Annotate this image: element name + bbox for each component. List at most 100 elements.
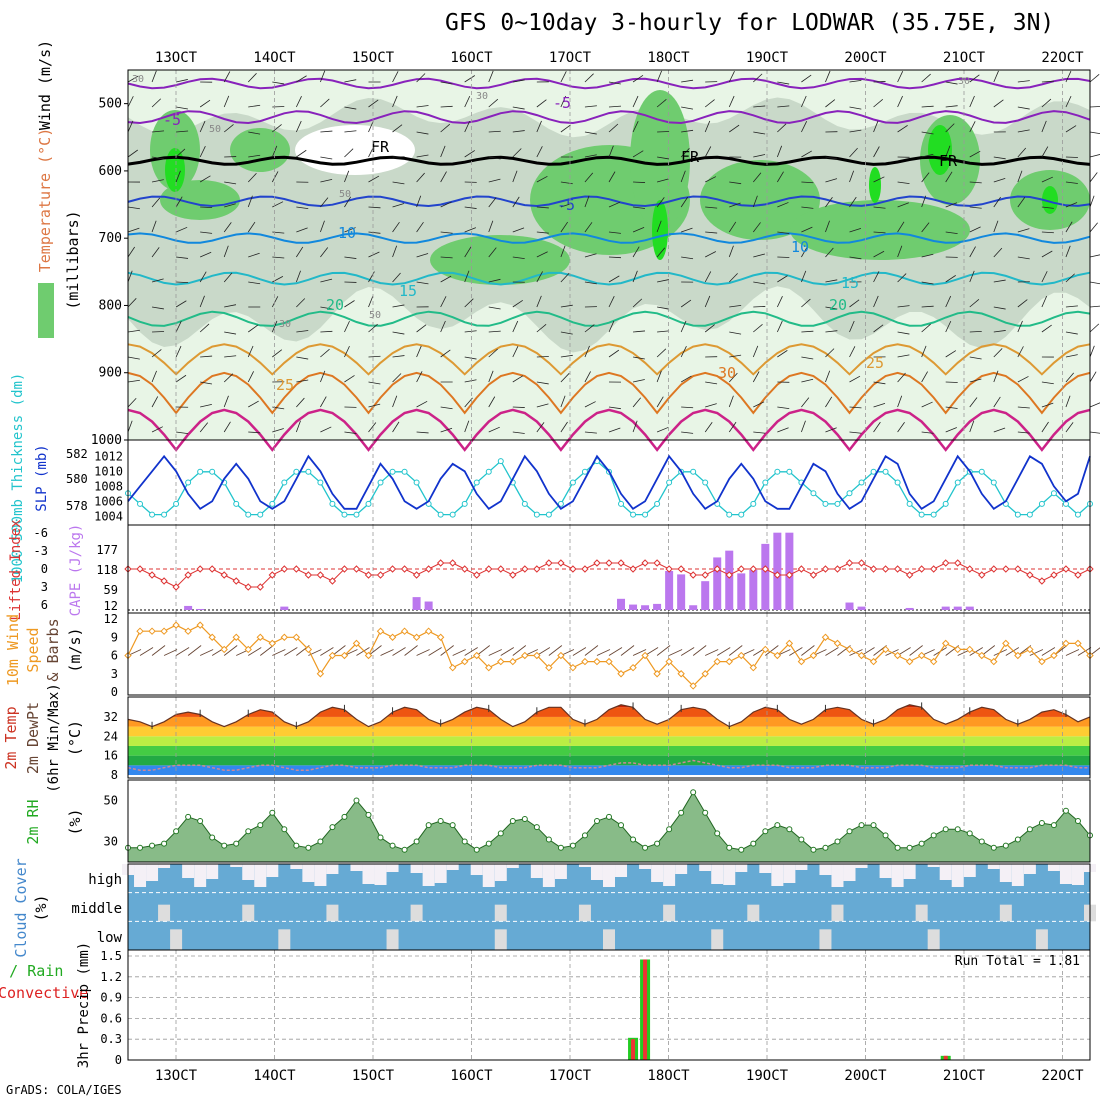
cloud-clear-high bbox=[206, 864, 219, 879]
thickness-point bbox=[1074, 511, 1081, 518]
wind-barb bbox=[440, 171, 447, 183]
x-tick-top: 15OCT bbox=[352, 50, 395, 66]
isotherm-label: 25 bbox=[276, 376, 294, 394]
wind-speed-point bbox=[340, 651, 349, 660]
wind-barb bbox=[296, 227, 308, 233]
wind-barb bbox=[296, 379, 309, 383]
thickness-tick: 582 bbox=[66, 447, 88, 461]
wind-barb bbox=[801, 206, 814, 209]
wind-barb bbox=[728, 421, 737, 433]
cloud-clear-high bbox=[542, 864, 555, 887]
cloud-clear-high bbox=[374, 864, 387, 885]
cape-bar bbox=[941, 606, 950, 610]
wind-barb bbox=[849, 147, 858, 158]
x-tick-bottom: 15OCT bbox=[352, 1068, 395, 1084]
wind-barb bbox=[897, 181, 910, 185]
wind-barb bbox=[248, 324, 259, 333]
wind-speed-point bbox=[448, 663, 457, 672]
li-point bbox=[1002, 565, 1010, 573]
wind-barb bbox=[223, 373, 234, 383]
wind-speed-point bbox=[545, 663, 553, 672]
wind-barb bbox=[873, 206, 886, 209]
wind-barb bbox=[344, 431, 357, 434]
wind-barb bbox=[152, 130, 165, 133]
precip-tick: 0.6 bbox=[100, 1011, 122, 1025]
wind-barb bbox=[873, 402, 886, 408]
wind-speed-point bbox=[136, 627, 144, 635]
wind-barb bbox=[1017, 431, 1030, 434]
wind-barb bbox=[849, 129, 862, 133]
wind-barb bbox=[849, 320, 855, 333]
wind-barb bbox=[849, 375, 861, 383]
wind-speed-point bbox=[954, 645, 962, 654]
wind-barb bbox=[1065, 221, 1073, 233]
cloud-clear-middle bbox=[326, 904, 339, 922]
wind-barb bbox=[993, 348, 1003, 358]
li-point bbox=[761, 565, 770, 573]
cloud-clear-high bbox=[639, 864, 652, 869]
wind-barb bbox=[488, 98, 499, 108]
thickness-point bbox=[846, 490, 853, 497]
x-tick-top: 18OCT bbox=[647, 50, 690, 66]
wind-barb bbox=[753, 105, 766, 108]
wind-barb bbox=[344, 256, 357, 259]
wind-barb bbox=[1041, 250, 1053, 258]
thickness-point bbox=[906, 500, 913, 507]
wind-barb bbox=[176, 281, 189, 284]
rh2m-point bbox=[978, 838, 985, 845]
thickness-point bbox=[341, 511, 348, 518]
wind-barb bbox=[1089, 254, 1100, 258]
wind-barb-10m bbox=[668, 649, 683, 656]
wind-barb bbox=[296, 149, 307, 158]
li-point bbox=[569, 565, 577, 573]
li-point bbox=[773, 571, 782, 579]
wind-barb bbox=[681, 106, 694, 110]
wind-speed-point bbox=[280, 633, 289, 641]
wind-barb-10m bbox=[272, 649, 286, 656]
cloud-clear-high bbox=[290, 864, 303, 869]
wind-barb bbox=[801, 356, 814, 360]
temp-tick: 32 bbox=[104, 710, 118, 724]
wind-barb bbox=[632, 356, 645, 360]
wind-barb bbox=[849, 346, 856, 358]
x-tick-top: 19OCT bbox=[746, 50, 789, 66]
wind-barb bbox=[945, 295, 952, 308]
wind-barb bbox=[584, 73, 594, 83]
wind-barb bbox=[704, 146, 712, 158]
cloud-clear-high bbox=[855, 864, 868, 868]
wind-barb bbox=[223, 222, 232, 233]
rh2m-point bbox=[221, 842, 228, 849]
wind-barb-10m bbox=[380, 649, 394, 656]
wind-barb bbox=[440, 427, 453, 433]
wind-speed-point bbox=[653, 670, 661, 678]
rh-contour-label: 50 bbox=[339, 189, 351, 200]
wind-speed-point bbox=[460, 657, 469, 666]
thickness-point bbox=[137, 500, 144, 507]
thickness-point bbox=[858, 479, 865, 486]
wind-barb bbox=[488, 278, 501, 283]
wind-barb bbox=[945, 202, 958, 208]
wind-barb bbox=[200, 355, 213, 358]
wind-barb bbox=[632, 379, 645, 383]
wind-barb bbox=[320, 306, 333, 310]
rh2m-point bbox=[966, 830, 973, 837]
li-point bbox=[978, 571, 986, 579]
wind-speed-point bbox=[232, 633, 240, 641]
li-point bbox=[256, 583, 264, 591]
wind-barb bbox=[368, 120, 374, 133]
wind-barb bbox=[776, 295, 783, 308]
cloud-clear-middle bbox=[999, 904, 1012, 922]
wind-barb bbox=[728, 245, 734, 258]
wind-barb bbox=[272, 349, 283, 358]
thickness-point bbox=[329, 500, 336, 507]
rh2m-point bbox=[137, 844, 144, 851]
x-tick-bottom: 22OCT bbox=[1041, 1068, 1084, 1084]
wind-barb bbox=[608, 171, 616, 183]
rh2m-point bbox=[341, 813, 348, 820]
wind-barb bbox=[248, 281, 261, 285]
wind-barb bbox=[656, 220, 662, 233]
rh2m-point bbox=[473, 846, 480, 853]
wind-barb bbox=[825, 197, 833, 208]
rh2m-point bbox=[618, 822, 625, 829]
rh2m-point bbox=[702, 809, 709, 816]
